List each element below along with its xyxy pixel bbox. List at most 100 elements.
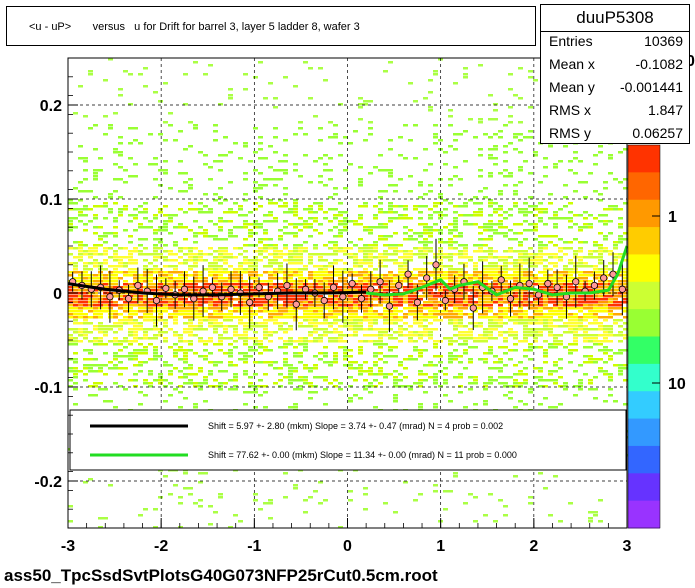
- heatmap-cell: [198, 271, 203, 274]
- heatmap-cell: [338, 223, 343, 226]
- heatmap-cell: [463, 286, 468, 289]
- heatmap-cell: [588, 361, 593, 364]
- heatmap-cell: [248, 295, 253, 298]
- heatmap-cell: [533, 310, 538, 313]
- heatmap-cell: [83, 157, 88, 160]
- heatmap-cell: [598, 214, 603, 217]
- heatmap-cell: [523, 337, 528, 340]
- heatmap-cell: [383, 292, 388, 295]
- heatmap-cell: [448, 109, 453, 112]
- heatmap-cell: [538, 304, 543, 307]
- heatmap-cell: [388, 310, 393, 313]
- heatmap-cell: [488, 376, 493, 379]
- heatmap-cell: [343, 325, 348, 328]
- heatmap-cell: [568, 328, 573, 331]
- heatmap-cell: [448, 274, 453, 277]
- heatmap-cell: [328, 265, 333, 268]
- heatmap-cell: [348, 253, 353, 256]
- heatmap-cell: [213, 310, 218, 313]
- heatmap-cell: [168, 232, 173, 235]
- heatmap-cell: [598, 232, 603, 235]
- heatmap-cell: [598, 343, 603, 346]
- heatmap-cell: [98, 169, 103, 172]
- heatmap-cell: [593, 388, 598, 391]
- heatmap-cell: [148, 358, 153, 361]
- heatmap-cell: [353, 319, 358, 322]
- heatmap-cell: [103, 301, 108, 304]
- heatmap-cell: [483, 133, 488, 136]
- heatmap-cell: [553, 295, 558, 298]
- heatmap-cell: [498, 232, 503, 235]
- heatmap-cell: [618, 301, 623, 304]
- heatmap-cell: [288, 316, 293, 319]
- heatmap-cell: [388, 217, 393, 220]
- heatmap-cell: [498, 298, 503, 301]
- heatmap-cell: [518, 271, 523, 274]
- heatmap-cell: [238, 316, 243, 319]
- heatmap-cell: [88, 307, 93, 310]
- heatmap-cell: [253, 268, 258, 271]
- heatmap-cell: [88, 301, 93, 304]
- heatmap-cell: [358, 397, 363, 400]
- heatmap-cell: [118, 367, 123, 370]
- heatmap-cell: [343, 310, 348, 313]
- heatmap-cell: [183, 472, 188, 475]
- heatmap-cell: [593, 217, 598, 220]
- heatmap-cell: [558, 247, 563, 250]
- heatmap-cell: [223, 280, 228, 283]
- heatmap-cell: [328, 325, 333, 328]
- heatmap-cell: [568, 298, 573, 301]
- heatmap-cell: [243, 343, 248, 346]
- heatmap-cell: [588, 337, 593, 340]
- heatmap-cell: [318, 271, 323, 274]
- heatmap-cell: [513, 277, 518, 280]
- heatmap-cell: [458, 307, 463, 310]
- heatmap-cell: [348, 325, 353, 328]
- heatmap-cell: [328, 322, 333, 325]
- heatmap-cell: [488, 253, 493, 256]
- heatmap-cell: [188, 379, 193, 382]
- heatmap-cell: [113, 280, 118, 283]
- heatmap-cell: [418, 325, 423, 328]
- heatmap-cell: [403, 316, 408, 319]
- heatmap-cell: [68, 289, 73, 292]
- heatmap-cell: [563, 241, 568, 244]
- heatmap-cell: [428, 106, 433, 109]
- heatmap-cell: [403, 334, 408, 337]
- heatmap-cell: [543, 271, 548, 274]
- heatmap-cell: [428, 235, 433, 238]
- heatmap-cell: [263, 97, 268, 100]
- heatmap-cell: [443, 490, 448, 493]
- heatmap-cell: [223, 253, 228, 256]
- heatmap-cell: [433, 316, 438, 319]
- heatmap-cell: [233, 280, 238, 283]
- heatmap-cell: [328, 178, 333, 181]
- heatmap-cell: [288, 232, 293, 235]
- heatmap-cell: [328, 382, 333, 385]
- heatmap-cell: [363, 295, 368, 298]
- heatmap-cell: [418, 289, 423, 292]
- heatmap-cell: [258, 322, 263, 325]
- heatmap-cell: [208, 316, 213, 319]
- heatmap-cell: [288, 328, 293, 331]
- heatmap-cell: [478, 334, 483, 337]
- heatmap-cell: [368, 172, 373, 175]
- heatmap-cell: [563, 322, 568, 325]
- heatmap-cell: [163, 277, 168, 280]
- heatmap-cell: [98, 382, 103, 385]
- heatmap-cell: [73, 352, 78, 355]
- heatmap-cell: [328, 208, 333, 211]
- heatmap-cell: [548, 241, 553, 244]
- heatmap-cell: [178, 289, 183, 292]
- heatmap-cell: [558, 325, 563, 328]
- heatmap-cell: [523, 262, 528, 265]
- heatmap-cell: [363, 253, 368, 256]
- heatmap-cell: [608, 313, 613, 316]
- heatmap-cell: [178, 271, 183, 274]
- heatmap-cell: [213, 262, 218, 265]
- heatmap-cell: [338, 289, 343, 292]
- heatmap-cell: [363, 334, 368, 337]
- heatmap-cell: [433, 340, 438, 343]
- heatmap-cell: [438, 241, 443, 244]
- heatmap-cell: [523, 304, 528, 307]
